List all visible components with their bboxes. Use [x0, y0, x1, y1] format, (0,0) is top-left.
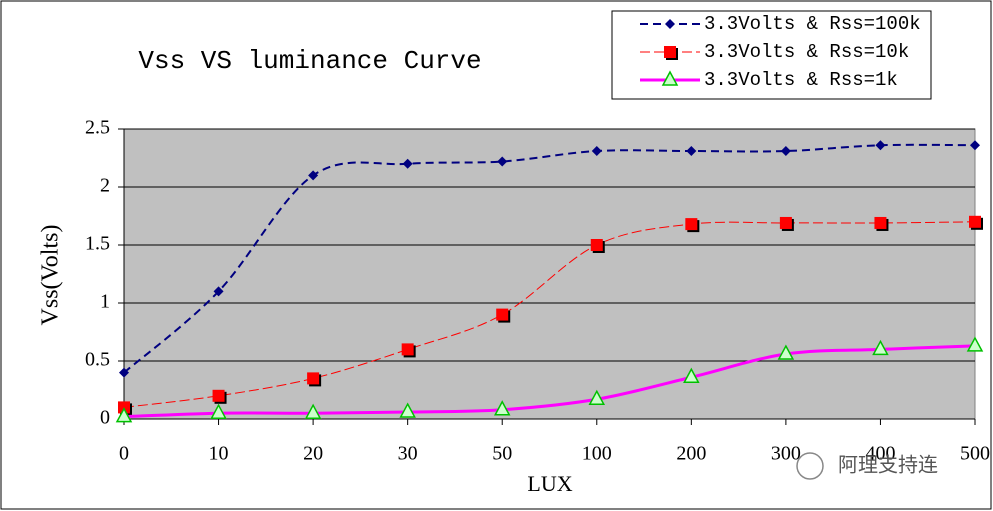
point [665, 19, 675, 29]
point [304, 403, 322, 419]
x-tick-label: 20 [303, 443, 323, 465]
x-tick-label: 0 [119, 443, 129, 465]
point [307, 372, 322, 387]
series-line [123, 143, 976, 374]
point [780, 146, 791, 157]
point [590, 239, 605, 253]
point [493, 400, 511, 416]
watermark-text: 阿理支持连 [838, 453, 938, 477]
point [685, 218, 700, 233]
x-tick-label: 300 [771, 443, 801, 465]
series-line [123, 344, 976, 419]
point [969, 215, 983, 230]
x-tick-label: 400 [865, 443, 895, 465]
point [686, 146, 697, 157]
point [683, 367, 700, 383]
point [966, 336, 984, 352]
point [119, 367, 129, 378]
point [399, 402, 416, 418]
point [401, 343, 416, 358]
watermark-icon [796, 452, 824, 480]
point [402, 158, 413, 169]
point-face [590, 239, 603, 251]
point-face [874, 216, 887, 229]
point-face [685, 218, 698, 231]
y-axis-label: Vss(Volts) [38, 225, 64, 326]
x-tick-label: 50 [492, 443, 512, 465]
point-face [496, 308, 509, 321]
legend-label: 3.3Volts & Rss=1k [704, 69, 898, 91]
point-face [664, 46, 676, 58]
point-face [969, 215, 981, 228]
point [496, 308, 511, 323]
point-face [212, 389, 225, 402]
x-tick-label: 10 [209, 443, 229, 465]
point [874, 216, 889, 231]
point [875, 140, 886, 151]
y-tick-label: 0 [100, 407, 110, 429]
x-tick-label: 100 [582, 443, 612, 465]
point-face [401, 343, 414, 356]
y-tick-label: 1.5 [85, 233, 110, 255]
y-tick-label: 1 [100, 291, 110, 313]
x-tick-label: 500 [960, 443, 990, 465]
point [308, 170, 319, 181]
point [497, 156, 508, 167]
legend-label: 3.3Volts & Rss=10k [704, 41, 909, 63]
point [210, 403, 227, 419]
point [779, 216, 794, 231]
point [872, 339, 889, 356]
point [212, 389, 227, 404]
watermark: 阿理支持连 [796, 452, 938, 480]
legend-label: 3.3Volts & Rss=100k [704, 13, 921, 35]
chart-title: Vss VS luminance Curve [138, 46, 481, 76]
x-tick-label: 200 [676, 443, 706, 465]
x-tick-label: 30 [398, 443, 418, 465]
point [588, 389, 606, 406]
x-axis-label: LUX [527, 471, 572, 496]
y-tick-label: 0.5 [85, 349, 110, 371]
point [777, 344, 795, 360]
y-tick-label: 2.5 [85, 117, 110, 139]
point [591, 146, 602, 157]
point-face [779, 216, 792, 229]
point [213, 286, 224, 297]
plot-area [123, 128, 976, 420]
point [115, 407, 133, 423]
point-face [307, 372, 320, 385]
point [970, 140, 980, 151]
point [664, 46, 678, 60]
point [661, 70, 679, 86]
y-tick-label: 2 [100, 175, 110, 197]
series-line [123, 221, 976, 408]
